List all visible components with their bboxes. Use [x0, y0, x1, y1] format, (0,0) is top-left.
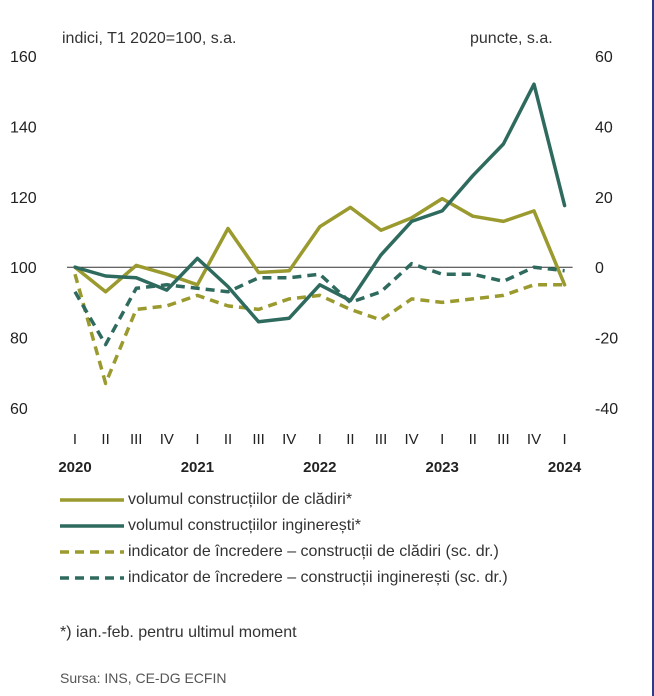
y-tick-label-right: -40 [595, 401, 618, 418]
left-unit-label: indici, T1 2020=100, s.a. [62, 30, 237, 47]
y-tick-label-left: 140 [10, 119, 37, 136]
y-tick-label-left: 120 [10, 190, 37, 207]
legend-swatch-dashed-olive [60, 550, 124, 554]
x-tick-label: IV [160, 431, 174, 448]
legend-item-ingineresti-volume: volumul construcțiilor inginerești* [60, 513, 508, 539]
y-tick-label-right: 0 [595, 260, 604, 277]
legend-item-ingineresti-confidence: indicator de încredere – construcții ing… [60, 565, 508, 591]
x-tick-label: II [346, 431, 354, 448]
footnote: *) ian.-feb. pentru ultimul moment [60, 624, 297, 641]
y-tick-label-right: 60 [595, 49, 613, 66]
x-year-label: 2023 [426, 459, 459, 476]
x-tick-label: II [101, 431, 109, 448]
legend-label: indicator de încredere – construcții ing… [128, 569, 508, 586]
x-tick-label: II [469, 431, 477, 448]
x-tick-label: IV [405, 431, 419, 448]
legend-label: volumul construcțiilor de clădiri* [128, 491, 353, 508]
source-note: Sursa: INS, CE-DG ECFIN [60, 670, 227, 686]
x-tick-label: III [252, 431, 265, 448]
x-tick-label: I [440, 431, 444, 448]
legend-swatch-solid-olive [60, 498, 124, 502]
x-tick-label: III [130, 431, 143, 448]
series-line-2 [73, 82, 567, 324]
y-tick-label-left: 160 [10, 49, 37, 66]
x-tick-label: I [563, 431, 567, 448]
y-tick-label-right: 20 [595, 190, 613, 207]
x-year-label: 2022 [303, 459, 336, 476]
x-year-label: 2020 [58, 459, 91, 476]
series-line-4 [73, 261, 565, 347]
x-tick-label: IV [282, 431, 296, 448]
x-tick-label: I [318, 431, 322, 448]
legend-item-cladiri-volume: volumul construcțiilor de clădiri* [60, 487, 508, 513]
x-tick-label: I [195, 431, 199, 448]
legend-label: indicator de încredere – construcții de … [128, 543, 499, 560]
x-tick-label: I [73, 431, 77, 448]
right-unit-label: puncte, s.a. [470, 30, 553, 47]
series-line-3 [73, 273, 565, 386]
y-tick-label-left: 60 [10, 401, 28, 418]
x-tick-label: III [375, 431, 388, 448]
y-tick-label-right: 40 [595, 119, 613, 136]
x-year-label: 2024 [548, 459, 582, 476]
series-line-1 [73, 196, 567, 294]
legend-swatch-solid-teal [60, 524, 124, 528]
legend-swatch-dashed-teal [60, 576, 124, 580]
y-tick-label-left: 80 [10, 331, 28, 348]
y-tick-label-right: -20 [595, 331, 618, 348]
legend-label: volumul construcțiilor inginerești* [128, 517, 361, 534]
x-tick-label: II [224, 431, 232, 448]
legend-item-cladiri-confidence: indicator de încredere – construcții de … [60, 539, 508, 565]
x-tick-label: IV [527, 431, 541, 448]
legend: volumul construcțiilor de clădiri* volum… [60, 487, 508, 591]
x-tick-label: III [497, 431, 510, 448]
y-tick-label-left: 100 [10, 260, 37, 277]
x-year-label: 2021 [181, 459, 214, 476]
